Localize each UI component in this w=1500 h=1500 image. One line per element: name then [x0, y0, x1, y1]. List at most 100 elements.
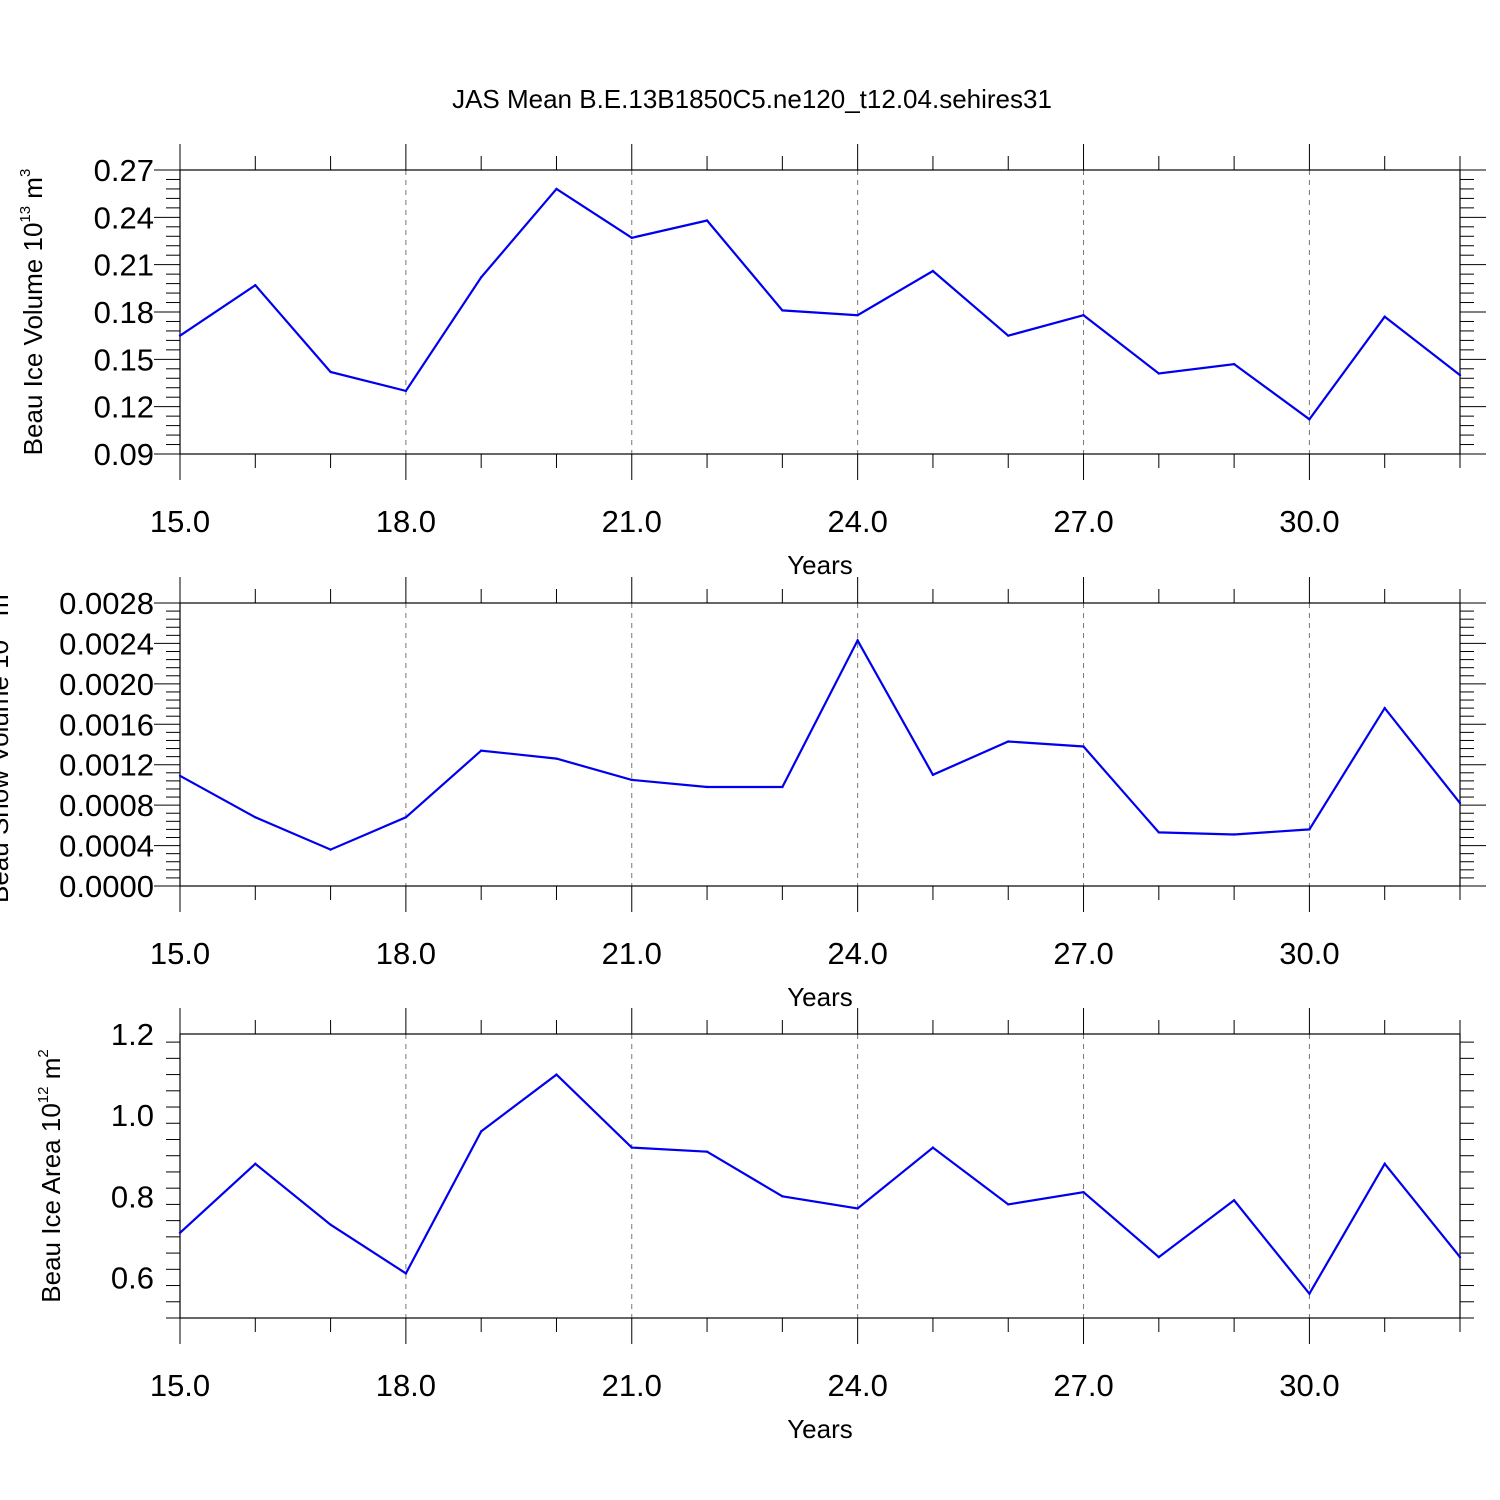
data-point — [856, 313, 859, 317]
x-tick-label: 18.0 — [376, 1368, 436, 1403]
data-point — [1157, 372, 1161, 375]
data-point — [404, 389, 408, 393]
y-tick-label: 0.0008 — [59, 788, 154, 823]
data-point — [1157, 831, 1161, 834]
data-point — [931, 269, 935, 273]
data-point — [1458, 801, 1462, 805]
x-axis-label: Years — [787, 1414, 853, 1444]
x-tick-label: 24.0 — [827, 504, 887, 539]
data-point — [254, 816, 257, 819]
y-tick-label: 0.0028 — [59, 586, 154, 621]
data-point — [781, 785, 784, 789]
data-point — [705, 785, 709, 789]
y-tick-label: 1.2 — [111, 1017, 154, 1052]
data-point — [705, 1150, 709, 1153]
y-tick-label: 0.21 — [94, 248, 154, 283]
x-tick-label: 27.0 — [1053, 936, 1113, 971]
plot-frame — [179, 602, 1461, 887]
data-point — [555, 187, 558, 191]
y-tick-label: 1.0 — [111, 1098, 154, 1133]
data-point — [630, 778, 633, 782]
y-tick-label: 0.6 — [111, 1260, 154, 1295]
data-point — [1082, 745, 1085, 748]
x-tick-label: 30.0 — [1279, 936, 1339, 971]
data-point — [404, 1272, 408, 1275]
y-tick-label: 0.24 — [94, 200, 154, 235]
y-tick-label: 0.0004 — [59, 829, 154, 864]
y-tick-label: 0.0000 — [59, 869, 154, 904]
x-axis-label: Years — [787, 982, 853, 1012]
x-tick-label: 30.0 — [1279, 1368, 1339, 1403]
y-tick-label: 0.27 — [94, 153, 154, 188]
x-tick-label: 30.0 — [1279, 504, 1339, 539]
data-point — [479, 276, 483, 279]
y-tick-label: 0.0020 — [59, 667, 154, 702]
data-point — [781, 1195, 784, 1198]
data-point — [479, 749, 483, 752]
y-axis-label: Beau Ice Volume 1013 m3 — [17, 169, 48, 456]
data-point — [1308, 1292, 1311, 1295]
y-tick-label: 0.18 — [94, 295, 154, 330]
data-point — [1458, 373, 1462, 377]
panel-2: 15.0 18.0 21.0 24.0 27.0 30.0 Years 0.0000 0.000… — [0, 577, 1486, 1012]
x-tick-label: 21.0 — [602, 936, 662, 971]
data-point — [1232, 1199, 1236, 1202]
y-tick-label: 0.0012 — [59, 748, 154, 783]
data-point — [856, 1207, 859, 1210]
data-point — [705, 219, 709, 222]
data-point — [555, 757, 558, 760]
y-tick-label: 0.0024 — [59, 626, 154, 661]
data-point — [931, 773, 935, 777]
y-tick-label: 0.8 — [111, 1179, 154, 1214]
data-point — [479, 1130, 483, 1133]
x-tick-label: 24.0 — [827, 936, 887, 971]
y-tick-label: 0.12 — [94, 390, 154, 425]
data-point — [178, 1231, 182, 1235]
series-line-3 — [179, 1073, 1461, 1296]
y-axis-label: Beau Snow Volume 1013 m3 — [0, 586, 14, 903]
data-point — [254, 283, 257, 287]
series-line-1 — [179, 187, 1461, 421]
plot-frame — [179, 1033, 1461, 1319]
y-tick-label: 0.09 — [94, 437, 154, 472]
y-tick-label: 0.0016 — [59, 707, 154, 742]
data-point — [1383, 706, 1386, 710]
data-point — [1082, 313, 1085, 317]
x-tick-label: 15.0 — [150, 1368, 210, 1403]
data-point — [1007, 1203, 1010, 1206]
data-point — [1308, 828, 1311, 831]
data-point — [1007, 740, 1010, 743]
data-point — [856, 639, 859, 642]
data-point — [1007, 334, 1010, 337]
data-point — [1157, 1255, 1161, 1259]
data-point — [254, 1162, 257, 1166]
y-tick-label: 0.15 — [94, 342, 154, 377]
data-point — [555, 1073, 558, 1076]
data-point — [329, 370, 332, 374]
chart-title: JAS Mean B.E.13B1850C5.ne120_t12.04.sehi… — [452, 84, 1052, 114]
panel-3: 15.0 18.0 21.0 24.0 27.0 30.0 Years 0.6 0.8 1.0 1.… — [35, 1008, 1474, 1444]
x-tick-label: 15.0 — [150, 936, 210, 971]
x-tick-label: 27.0 — [1053, 1368, 1113, 1403]
data-point — [329, 1223, 332, 1226]
data-point — [630, 1146, 633, 1149]
data-point — [404, 816, 408, 819]
x-tick-label: 21.0 — [602, 504, 662, 539]
data-point — [931, 1146, 935, 1149]
data-point — [1232, 833, 1236, 836]
data-point — [329, 848, 332, 851]
data-point — [1383, 315, 1386, 318]
x-axis-label: Years — [787, 550, 853, 580]
y-axis-label: Beau Ice Area 1012 m2 — [35, 1049, 66, 1302]
x-tick-label: 21.0 — [602, 1368, 662, 1403]
data-point — [1383, 1162, 1386, 1166]
data-point — [1082, 1191, 1085, 1194]
data-point — [1458, 1255, 1462, 1259]
x-tick-label: 15.0 — [150, 504, 210, 539]
data-point — [630, 236, 633, 240]
series-line-2 — [179, 638, 1461, 851]
x-tick-label: 18.0 — [376, 504, 436, 539]
data-point — [178, 774, 182, 778]
data-point — [178, 334, 182, 337]
